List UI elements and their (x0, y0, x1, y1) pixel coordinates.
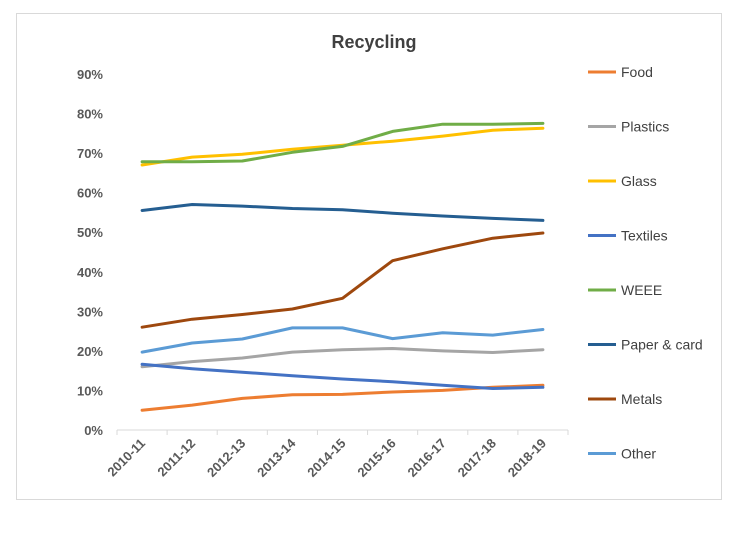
y-tick-label: 30% (77, 304, 103, 319)
y-tick-label: 10% (77, 383, 103, 398)
x-tick-label: 2018-19 (505, 436, 549, 480)
legend-label-textiles: Textiles (621, 228, 668, 244)
series-line-weee (140, 121, 545, 164)
legend-label-metals: Metals (621, 391, 662, 407)
chart-title: Recycling (331, 32, 416, 52)
series-line-metals (140, 231, 545, 329)
legend-label-weee: WEEE (621, 282, 662, 298)
y-tick-label: 80% (77, 107, 103, 122)
legend-label-food: Food (621, 64, 653, 80)
y-tick-label: 40% (77, 265, 103, 280)
x-tick-label: 2014-15 (304, 436, 348, 480)
y-tick-label: 60% (77, 186, 103, 201)
y-tick-label: 20% (77, 344, 103, 359)
chart-frame (16, 13, 722, 500)
series-line-plastics (140, 347, 545, 369)
legend-label-other: Other (621, 446, 656, 462)
legend: Food Plastics Glass Textiles WEEE Paper & car… (588, 64, 703, 462)
series-line-paper-card (140, 203, 545, 222)
series-line-textiles (140, 362, 545, 390)
x-tick-label: 2010-11 (104, 436, 148, 480)
x-tick-label: 2016-17 (404, 436, 448, 480)
y-tick-label: 0% (84, 423, 103, 438)
x-tick-label: 2013-14 (254, 435, 299, 480)
y-tick-label: 70% (77, 146, 103, 161)
y-tick-label: 90% (77, 67, 103, 82)
y-tick-label: 50% (77, 225, 103, 240)
legend-label-glass: Glass (621, 173, 657, 189)
series-line-other (140, 326, 545, 354)
x-tick-label: 2011-12 (154, 436, 198, 480)
legend-label-plastics: Plastics (621, 119, 669, 135)
x-tick-label: 2017-18 (455, 436, 499, 480)
x-tick-label: 2015-16 (354, 436, 398, 480)
series-lines (140, 121, 545, 412)
legend-label-paper-card: Paper & card (621, 337, 703, 353)
x-tick-label: 2012-13 (204, 436, 248, 480)
